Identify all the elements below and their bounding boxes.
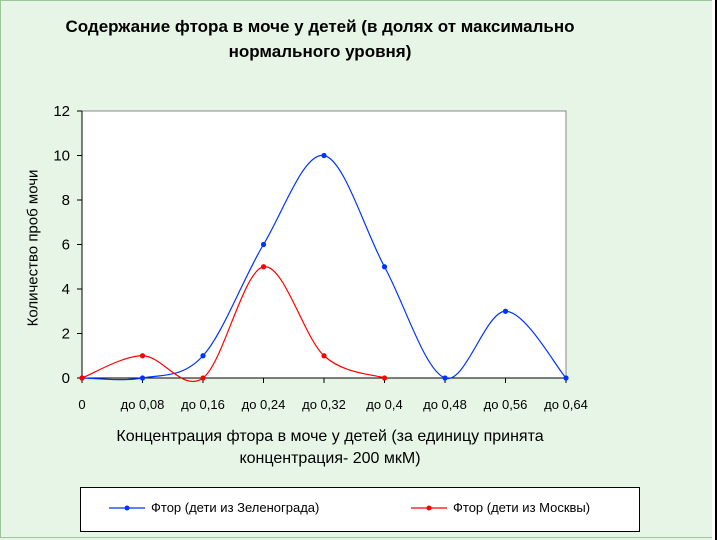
data-point: [321, 152, 327, 159]
y-ticks: 0 2 4 6 8 10 12: [53, 103, 82, 387]
y-tick-label: 4: [62, 281, 70, 298]
y-tick-label: 6: [62, 237, 70, 254]
legend: Фтор (дети из Зеленограда) Фтор (дети из…: [80, 487, 640, 532]
x-tick-label: до 0,48: [423, 397, 467, 412]
x-axis-label-line-2: концентрация- 200 мкМ): [239, 450, 421, 467]
chart-title-line-2: нормального уровня): [228, 42, 412, 61]
right-edge-line: [715, 0, 717, 540]
plot-area: [81, 110, 567, 379]
x-tick-label: до 0,64: [544, 397, 588, 412]
data-point: [321, 353, 327, 359]
y-tick-label: 0: [62, 370, 70, 387]
x-tick-label: 0: [78, 397, 85, 412]
data-point: [502, 308, 509, 314]
x-axis-label: Концентрация фтора в моче у детей (за ед…: [70, 426, 590, 470]
y-tick-label: 2: [62, 326, 70, 343]
x-tick-label: до 0,16: [181, 397, 225, 412]
chart-title: Содержание фтора в моче у детей (в долях…: [20, 14, 620, 64]
legend-item-zelenograd: Фтор (дети из Зеленограда): [109, 500, 319, 515]
data-point: [381, 264, 388, 270]
data-point: [563, 375, 569, 381]
legend-item-moscow: Фтор (дети из Москвы): [411, 500, 590, 515]
data-point: [79, 375, 85, 381]
legend-label-zelenograd: Фтор (дети из Зеленограда): [151, 500, 320, 515]
x-tick-label: до 0,32: [302, 397, 346, 412]
data-point: [381, 375, 388, 381]
series-group: [79, 152, 569, 382]
data-point: [260, 241, 267, 248]
y-tick-label: 8: [62, 192, 70, 209]
right-edge-strip: [712, 0, 720, 540]
x-axis-label-line-1: Концентрация фтора в моче у детей (за ед…: [116, 428, 544, 445]
chart-title-line-1: Содержание фтора в моче у детей (в долях…: [65, 17, 575, 36]
line-chart: 0 2 4 6 8 10 12 0 до 0,08 до 0,16 до 0,24 до 0,32 д…: [53, 103, 588, 412]
x-tick-label: до 0,56: [484, 397, 528, 412]
data-point: [200, 375, 206, 381]
data-point: [442, 375, 448, 381]
x-tick-label: до 0,08: [121, 397, 165, 412]
x-tick-label: до 0,4: [366, 397, 403, 412]
data-point: [139, 375, 146, 381]
legend-label-moscow: Фтор (дети из Москвы): [453, 500, 591, 515]
data-point: [260, 264, 267, 270]
data-point: [139, 353, 146, 359]
legend-swatch-red: [411, 505, 447, 510]
data-point: [200, 353, 206, 359]
y-tick-label: 12: [53, 103, 70, 120]
legend-swatch-blue: [109, 505, 145, 510]
x-ticks: 0 до 0,08 до 0,16 до 0,24 до 0,32 до 0,4 до 0,…: [78, 378, 588, 412]
x-tick-label: до 0,24: [242, 397, 286, 412]
y-tick-label: 10: [53, 148, 70, 165]
series-1: [79, 264, 388, 382]
series-line: [81, 154, 567, 381]
